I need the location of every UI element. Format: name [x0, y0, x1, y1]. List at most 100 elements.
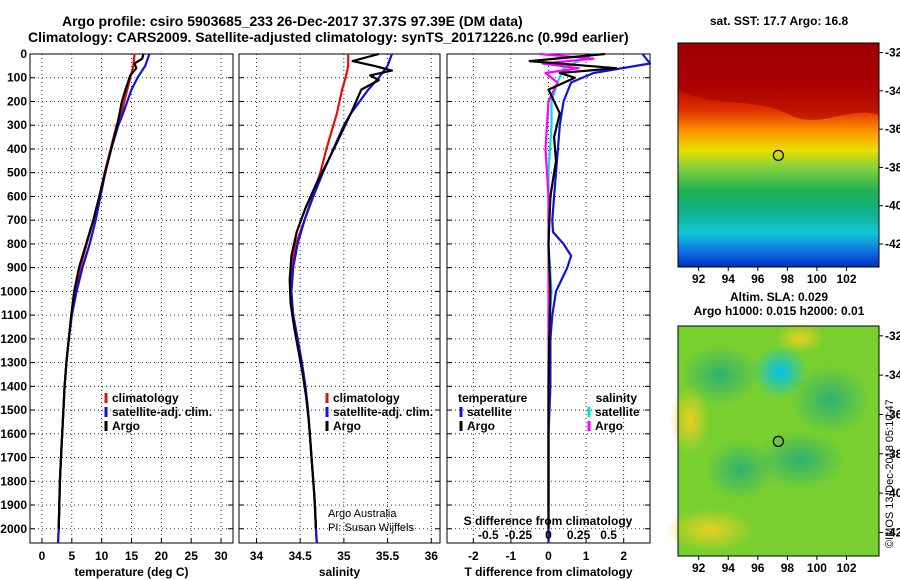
map-lon-label: 92: [692, 561, 706, 575]
map-lat-label: -36: [885, 407, 900, 421]
map-lon-label: 102: [836, 272, 856, 286]
legend-label: satellite: [595, 405, 640, 419]
legend-title-salinity: salinity: [596, 391, 638, 405]
depth-tick-label: 1700: [0, 451, 27, 465]
series-line-t-argo: [528, 52, 618, 529]
title-line-1: Argo profile: csiro 5903685_233 26-Dec-2…: [62, 13, 523, 29]
title-line-2: Climatology: CARS2009. Satellite-adjuste…: [28, 29, 629, 45]
depth-tick-label: 1300: [0, 356, 27, 370]
depth-tick-label: 1200: [0, 332, 27, 346]
legend-title-temperature: temperature: [458, 391, 528, 405]
map-lat-label: -34: [885, 84, 900, 98]
credit-line-2: PI: Susan Wijffels: [328, 522, 414, 534]
panel-temperature: 0 5 10 15 20 25 30 temperature (deg C) climatolo…: [29, 53, 234, 579]
map-lon-label: 98: [781, 561, 795, 575]
series-line-climatology: [289, 54, 350, 544]
map-lat-label: -40: [885, 486, 900, 500]
x-tick-label: 2: [620, 549, 627, 563]
s-tick-label: 0.5: [600, 528, 617, 542]
map-lat-label: -42: [885, 237, 900, 251]
x-tick-label: 34: [250, 549, 264, 563]
map-lon-label: 92: [692, 272, 706, 286]
series-line-t-satellite: [547, 53, 652, 543]
x-tick-label: -1: [506, 549, 517, 563]
sla-map-title: Altim. SLA: 0.029: [730, 290, 828, 304]
depth-tick-label: 500: [7, 166, 27, 180]
depth-tick-label: 900: [7, 261, 27, 275]
s-tick-label: 0.25: [567, 528, 591, 542]
argo-float-marker: [772, 435, 784, 447]
depth-tick-label: 200: [7, 94, 27, 108]
depth-tick-label: 1800: [0, 474, 27, 488]
legend-label: Argo: [467, 419, 495, 433]
depth-tick-label: 1100: [1, 308, 27, 322]
x-tick-label: 35.5: [376, 549, 400, 563]
sst-frame: [677, 42, 880, 268]
legend-label: Argo: [112, 419, 140, 433]
s-tick-label: -0.25: [505, 528, 533, 542]
s-tick-label: 0: [545, 528, 552, 542]
imos-timestamp: ©IMOS 13-Dec-2018 05:10:47: [884, 399, 896, 548]
sla-frame: [677, 325, 880, 557]
s-axis-label: S difference from climatology: [464, 514, 633, 528]
x-tick-label: 34.5: [288, 549, 312, 563]
map-lat-label: -36: [885, 122, 900, 136]
depth-tick-label: 1600: [0, 427, 27, 441]
x-tick-label: 30: [214, 549, 228, 563]
sst-map-title: sat. SST: 17.7 Argo: 16.8: [710, 14, 849, 28]
x-tick-label: 0: [545, 549, 552, 563]
map-lon-label: 102: [836, 561, 856, 575]
depth-tick-label: 300: [7, 118, 27, 132]
sla-high-anomaly: [775, 323, 825, 353]
depth-tick-label: 1500: [0, 403, 27, 417]
legend-label: Argo: [333, 419, 361, 433]
depth-tick-label: 1900: [0, 498, 27, 512]
legend-label: climatology: [333, 391, 400, 405]
legend-label: satellite-adj. clim.: [333, 405, 433, 419]
x-tick-label: -2: [468, 549, 479, 563]
credit-line-1: Argo Australia: [328, 508, 397, 520]
plot-frame: [238, 53, 441, 544]
depth-tick-label: 2000: [0, 522, 27, 536]
x-axis-label: salinity: [319, 565, 361, 579]
sla-map-subtitle: Argo h1000: 0.015 h2000: 0.01: [694, 304, 865, 318]
map-lat-label: -38: [885, 160, 900, 174]
x-axis-label: temperature (deg C): [74, 565, 188, 579]
x-tick-label: 25: [185, 549, 199, 563]
sla-feature: [755, 430, 845, 490]
depth-tick-label: 400: [7, 142, 27, 156]
panel-difference: -2 -1 0 1 2 T difference from climatology temp…: [446, 52, 652, 579]
depth-tick-label: 800: [7, 237, 27, 251]
depth-tick-label: 600: [7, 189, 27, 203]
x-tick-label: 0: [39, 549, 46, 563]
map-lat-label: -32: [885, 46, 900, 60]
sla-high-anomaly: [665, 508, 755, 552]
map-lon-label: 96: [751, 561, 765, 575]
series-line-climatology: [57, 53, 136, 544]
sla-map: [665, 323, 880, 557]
legend-label: satellite-adj. clim.: [112, 405, 212, 419]
depth-tick-label: 0: [20, 47, 27, 61]
map-lon-label: 100: [807, 561, 827, 575]
series-line-argo: [288, 52, 393, 529]
x-tick-label: 10: [95, 549, 109, 563]
depth-tick-label: 100: [7, 71, 27, 85]
depth-tick-label: 700: [7, 213, 27, 227]
depth-tick-label: 1000: [0, 284, 27, 298]
map-lon-label: 98: [781, 272, 795, 286]
series-line-satellite-adj-clim-: [290, 53, 393, 544]
map-lon-label: 94: [722, 561, 736, 575]
sla-feature: [705, 440, 775, 500]
x-tick-label: 35: [337, 549, 351, 563]
map-lat-label: -40: [885, 199, 900, 213]
map-lon-label: 100: [807, 272, 827, 286]
argo-float-marker: [772, 149, 784, 161]
x-tick-label: 36: [425, 549, 439, 563]
sst-warm-core: [678, 43, 879, 120]
sst-map: [677, 42, 880, 268]
sla-feature: [790, 365, 870, 435]
map-lat-label: -34: [885, 368, 900, 382]
legend-label: climatology: [112, 391, 179, 405]
x-tick-label: 5: [68, 549, 75, 563]
